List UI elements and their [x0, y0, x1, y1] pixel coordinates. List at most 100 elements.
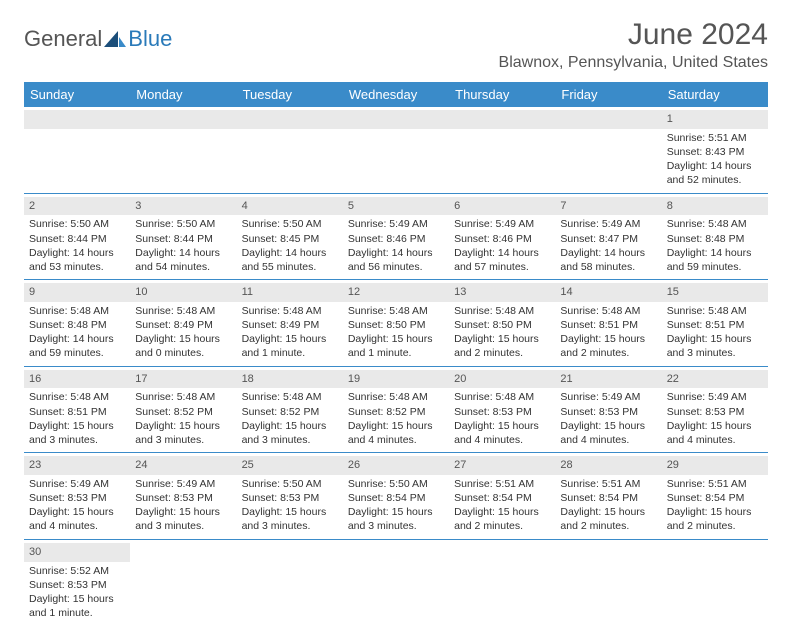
day-number: 26: [343, 456, 449, 475]
day-number: 19: [343, 370, 449, 389]
day-header: Wednesday: [343, 82, 449, 107]
daylight-text: Daylight: 15 hours and 0 minutes.: [135, 332, 231, 360]
sunset-text: Sunset: 8:53 PM: [29, 491, 125, 505]
sunrise-text: Sunrise: 5:51 AM: [454, 477, 550, 491]
sunset-text: Sunset: 8:49 PM: [242, 318, 338, 332]
day-number: 18: [237, 370, 343, 389]
sunset-text: Sunset: 8:48 PM: [29, 318, 125, 332]
daylight-text: Daylight: 15 hours and 1 minute.: [348, 332, 444, 360]
day-header: Saturday: [662, 82, 768, 107]
sunrise-text: Sunrise: 5:50 AM: [29, 217, 125, 231]
day-number: 17: [130, 370, 236, 389]
day-number: 3: [130, 197, 236, 216]
day-number: 27: [449, 456, 555, 475]
sunrise-text: Sunrise: 5:49 AM: [29, 477, 125, 491]
sunrise-text: Sunrise: 5:48 AM: [560, 304, 656, 318]
day-number: [237, 110, 343, 129]
sunset-text: Sunset: 8:53 PM: [560, 405, 656, 419]
day-number: 4: [237, 197, 343, 216]
calendar-day: 4Sunrise: 5:50 AMSunset: 8:45 PMDaylight…: [237, 194, 343, 280]
daylight-text: Daylight: 15 hours and 3 minutes.: [242, 419, 338, 447]
day-number: [555, 110, 661, 129]
sunset-text: Sunset: 8:53 PM: [667, 405, 763, 419]
calendar-day: [343, 107, 449, 193]
daylight-text: Daylight: 15 hours and 3 minutes.: [135, 505, 231, 533]
daylight-text: Daylight: 15 hours and 2 minutes.: [454, 505, 550, 533]
daylight-text: Daylight: 14 hours and 59 minutes.: [29, 332, 125, 360]
day-header: Friday: [555, 82, 661, 107]
daylight-text: Daylight: 15 hours and 1 minute.: [242, 332, 338, 360]
day-number: 2: [24, 197, 130, 216]
location: Blawnox, Pennsylvania, United States: [499, 54, 768, 72]
daylight-text: Daylight: 15 hours and 2 minutes.: [560, 332, 656, 360]
day-number: 9: [24, 283, 130, 302]
day-header: Tuesday: [237, 82, 343, 107]
logo-text-general: General: [24, 26, 102, 52]
day-number: [449, 543, 555, 562]
daylight-text: Daylight: 15 hours and 4 minutes.: [348, 419, 444, 447]
calendar-day: 13Sunrise: 5:48 AMSunset: 8:50 PMDayligh…: [449, 280, 555, 366]
sunrise-text: Sunrise: 5:49 AM: [560, 390, 656, 404]
calendar-day: 3Sunrise: 5:50 AMSunset: 8:44 PMDaylight…: [130, 194, 236, 280]
sunset-text: Sunset: 8:53 PM: [242, 491, 338, 505]
calendar: SundayMondayTuesdayWednesdayThursdayFrid…: [24, 82, 768, 625]
calendar-day: 21Sunrise: 5:49 AMSunset: 8:53 PMDayligh…: [555, 367, 661, 453]
sunset-text: Sunset: 8:44 PM: [29, 232, 125, 246]
sunrise-text: Sunrise: 5:48 AM: [29, 304, 125, 318]
calendar-day: [237, 540, 343, 625]
sunset-text: Sunset: 8:54 PM: [454, 491, 550, 505]
title-block: June 2024 Blawnox, Pennsylvania, United …: [499, 18, 768, 72]
calendar-week: 1Sunrise: 5:51 AMSunset: 8:43 PMDaylight…: [24, 107, 768, 194]
calendar-week: 30Sunrise: 5:52 AMSunset: 8:53 PMDayligh…: [24, 540, 768, 625]
daylight-text: Daylight: 15 hours and 2 minutes.: [560, 505, 656, 533]
sunset-text: Sunset: 8:46 PM: [454, 232, 550, 246]
header: General Blue June 2024 Blawnox, Pennsylv…: [24, 18, 768, 72]
sunset-text: Sunset: 8:54 PM: [560, 491, 656, 505]
sunset-text: Sunset: 8:44 PM: [135, 232, 231, 246]
day-number: [343, 110, 449, 129]
day-header: Sunday: [24, 82, 130, 107]
daylight-text: Daylight: 14 hours and 58 minutes.: [560, 246, 656, 274]
day-number: 25: [237, 456, 343, 475]
sunset-text: Sunset: 8:54 PM: [667, 491, 763, 505]
calendar-day: 29Sunrise: 5:51 AMSunset: 8:54 PMDayligh…: [662, 453, 768, 539]
daylight-text: Daylight: 15 hours and 1 minute.: [29, 592, 125, 620]
daylight-text: Daylight: 14 hours and 59 minutes.: [667, 246, 763, 274]
sunrise-text: Sunrise: 5:51 AM: [667, 131, 763, 145]
daylight-text: Daylight: 14 hours and 57 minutes.: [454, 246, 550, 274]
sunset-text: Sunset: 8:52 PM: [348, 405, 444, 419]
sunrise-text: Sunrise: 5:48 AM: [242, 304, 338, 318]
daylight-text: Daylight: 15 hours and 4 minutes.: [560, 419, 656, 447]
calendar-body: 1Sunrise: 5:51 AMSunset: 8:43 PMDaylight…: [24, 107, 768, 625]
calendar-day: 7Sunrise: 5:49 AMSunset: 8:47 PMDaylight…: [555, 194, 661, 280]
calendar-day: 11Sunrise: 5:48 AMSunset: 8:49 PMDayligh…: [237, 280, 343, 366]
calendar-day: 12Sunrise: 5:48 AMSunset: 8:50 PMDayligh…: [343, 280, 449, 366]
sunrise-text: Sunrise: 5:50 AM: [135, 217, 231, 231]
sunrise-text: Sunrise: 5:49 AM: [454, 217, 550, 231]
calendar-day: 10Sunrise: 5:48 AMSunset: 8:49 PMDayligh…: [130, 280, 236, 366]
day-number: 20: [449, 370, 555, 389]
daylight-text: Daylight: 14 hours and 53 minutes.: [29, 246, 125, 274]
day-number: [130, 110, 236, 129]
daylight-text: Daylight: 14 hours and 52 minutes.: [667, 159, 763, 187]
sunset-text: Sunset: 8:51 PM: [667, 318, 763, 332]
calendar-day: 9 Sunrise: 5:48 AMSunset: 8:48 PMDaylight…: [24, 280, 130, 366]
day-number: 5: [343, 197, 449, 216]
calendar-day: [555, 107, 661, 193]
sunrise-text: Sunrise: 5:48 AM: [667, 217, 763, 231]
sunrise-text: Sunrise: 5:49 AM: [348, 217, 444, 231]
daylight-text: Daylight: 15 hours and 4 minutes.: [667, 419, 763, 447]
day-number: [449, 110, 555, 129]
daylight-text: Daylight: 14 hours and 55 minutes.: [242, 246, 338, 274]
sunrise-text: Sunrise: 5:49 AM: [667, 390, 763, 404]
day-number: 24: [130, 456, 236, 475]
sunset-text: Sunset: 8:49 PM: [135, 318, 231, 332]
day-header: Monday: [130, 82, 236, 107]
calendar-day: 27 Sunrise: 5:51 AMSunset: 8:54 PMDayligh…: [449, 453, 555, 539]
sunset-text: Sunset: 8:53 PM: [29, 578, 125, 592]
day-number: 23: [24, 456, 130, 475]
day-number: [237, 543, 343, 562]
daylight-text: Daylight: 15 hours and 3 minutes.: [135, 419, 231, 447]
sunrise-text: Sunrise: 5:49 AM: [560, 217, 656, 231]
sunrise-text: Sunrise: 5:49 AM: [135, 477, 231, 491]
